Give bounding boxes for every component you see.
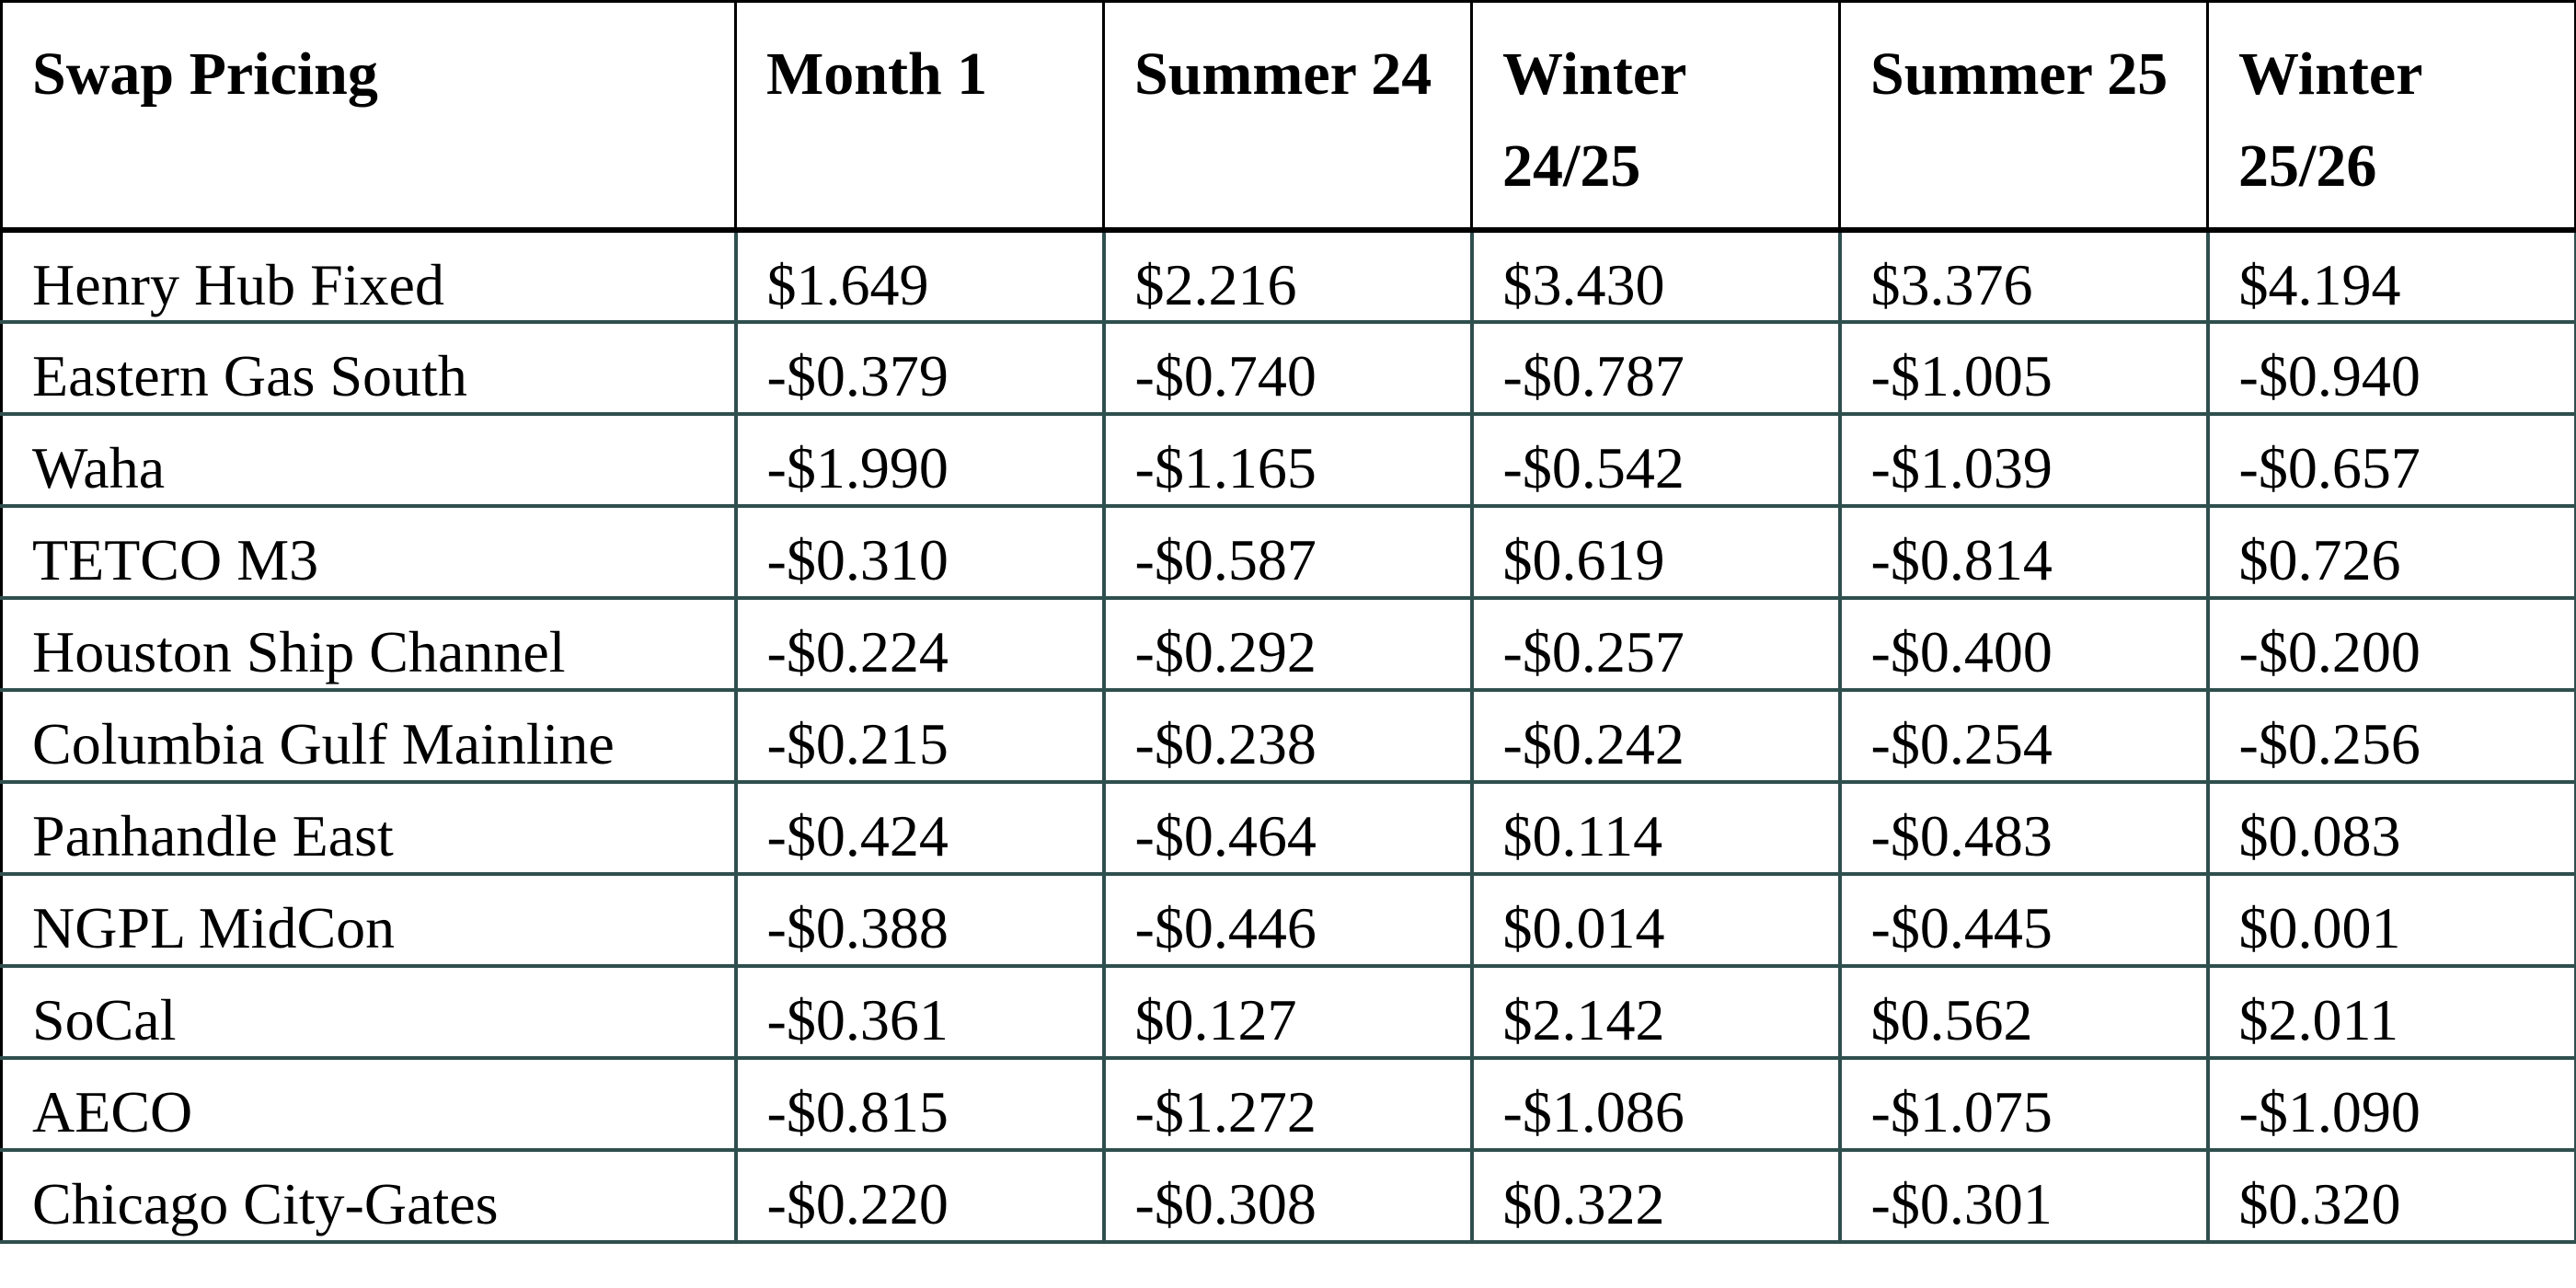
price-cell: $2.142	[1469, 963, 1842, 1060]
price-cell: -$0.446	[1101, 871, 1474, 968]
price-cell: -$0.238	[1101, 687, 1474, 784]
hub-name-cell: AECO	[0, 1055, 738, 1152]
price-cell: -$0.787	[1469, 319, 1842, 416]
column-header: Swap Pricing	[0, 0, 737, 233]
price-cell: -$0.940	[2205, 319, 2576, 416]
price-cell: $3.430	[1469, 227, 1842, 324]
price-cell: $0.127	[1101, 963, 1474, 1060]
price-cell: -$0.200	[2205, 595, 2576, 692]
column-header: Winter 24/25	[1470, 0, 1841, 233]
price-cell: $0.322	[1469, 1147, 1842, 1244]
column-header: Summer 25	[1838, 0, 2209, 233]
table-row: Columbia Gulf Mainline -$0.215 -$0.238 -$0.…	[0, 687, 2576, 784]
price-cell: $0.014	[1469, 871, 1842, 968]
price-cell: $0.114	[1469, 779, 1842, 876]
table-row: Chicago City-Gates -$0.220 -$0.308 $0.322 -$…	[0, 1147, 2576, 1244]
price-cell: -$0.361	[733, 963, 1106, 1060]
hub-name-cell: SoCal	[0, 963, 738, 1060]
table-row: SoCal -$0.361 $0.127 $2.142 $0.562 $2.011	[0, 963, 2576, 1060]
price-cell: $0.001	[2205, 871, 2576, 968]
hub-name-cell: Columbia Gulf Mainline	[0, 687, 738, 784]
price-cell: -$0.424	[733, 779, 1106, 876]
price-cell: -$0.301	[1837, 1147, 2210, 1244]
price-cell: -$1.272	[1101, 1055, 1474, 1152]
price-cell: -$1.990	[733, 411, 1106, 508]
price-cell: -$0.400	[1837, 595, 2210, 692]
price-cell: -$0.464	[1101, 779, 1474, 876]
price-cell: -$0.814	[1837, 503, 2210, 600]
hub-name-cell: TETCO M3	[0, 503, 738, 600]
swap-pricing-table: Swap Pricing Month 1 Summer 24 Winter 24/25…	[0, 0, 2576, 1244]
price-cell: $1.649	[733, 227, 1106, 324]
hub-name-cell: Panhandle East	[0, 779, 738, 876]
price-cell: -$0.256	[2205, 687, 2576, 784]
header-row: Swap Pricing Month 1 Summer 24 Winter 24/25…	[0, 0, 2576, 233]
price-cell: -$0.224	[733, 595, 1106, 692]
price-cell: -$0.220	[733, 1147, 1106, 1244]
hub-name-cell: Henry Hub Fixed	[0, 227, 738, 324]
column-header: Winter 25/26	[2206, 0, 2576, 233]
table-row: Eastern Gas South -$0.379 -$0.740 -$0.787 -$…	[0, 319, 2576, 416]
price-cell: -$0.308	[1101, 1147, 1474, 1244]
price-cell: -$0.215	[733, 687, 1106, 784]
price-cell: -$1.165	[1101, 411, 1474, 508]
price-cell: -$0.657	[2205, 411, 2576, 508]
price-cell: -$0.310	[733, 503, 1106, 600]
price-cell: -$0.242	[1469, 687, 1842, 784]
price-cell: -$1.039	[1837, 411, 2210, 508]
column-header: Month 1	[734, 0, 1105, 233]
price-cell: $0.619	[1469, 503, 1842, 600]
table-row: Henry Hub Fixed $1.649 $2.216 $3.430 $3.376 $…	[0, 227, 2576, 324]
price-cell: $2.216	[1101, 227, 1474, 324]
price-cell: $0.726	[2205, 503, 2576, 600]
price-cell: -$0.257	[1469, 595, 1842, 692]
price-cell: -$0.379	[733, 319, 1106, 416]
price-cell: -$0.483	[1837, 779, 2210, 876]
table-row: TETCO M3 -$0.310 -$0.587 $0.619 -$0.814 $0.72…	[0, 503, 2576, 600]
price-cell: -$0.388	[733, 871, 1106, 968]
table-row: AECO -$0.815 -$1.272 -$1.086 -$1.075 -$1.090	[0, 1055, 2576, 1152]
price-cell: $0.320	[2205, 1147, 2576, 1244]
price-cell: $3.376	[1837, 227, 2210, 324]
hub-name-cell: Eastern Gas South	[0, 319, 738, 416]
price-cell: -$0.445	[1837, 871, 2210, 968]
price-cell: -$1.090	[2205, 1055, 2576, 1152]
hub-name-cell: Houston Ship Channel	[0, 595, 738, 692]
table-row: Waha -$1.990 -$1.165 -$0.542 -$1.039 -$0.657	[0, 411, 2576, 508]
price-cell: $0.083	[2205, 779, 2576, 876]
table-row: NGPL MidCon -$0.388 -$0.446 $0.014 -$0.445 $0…	[0, 871, 2576, 968]
column-header: Summer 24	[1102, 0, 1473, 233]
price-cell: $4.194	[2205, 227, 2576, 324]
price-cell: -$1.086	[1469, 1055, 1842, 1152]
hub-name-cell: Chicago City-Gates	[0, 1147, 738, 1244]
table-row: Houston Ship Channel -$0.224 -$0.292 -$0.25…	[0, 595, 2576, 692]
price-cell: -$0.740	[1101, 319, 1474, 416]
price-cell: $2.011	[2205, 963, 2576, 1060]
price-cell: -$0.542	[1469, 411, 1842, 508]
price-cell: -$1.005	[1837, 319, 2210, 416]
price-cell: -$0.815	[733, 1055, 1106, 1152]
hub-name-cell: NGPL MidCon	[0, 871, 738, 968]
price-cell: -$0.292	[1101, 595, 1474, 692]
price-cell: -$0.587	[1101, 503, 1474, 600]
hub-name-cell: Waha	[0, 411, 738, 508]
price-cell: -$1.075	[1837, 1055, 2210, 1152]
table-row: Panhandle East -$0.424 -$0.464 $0.114 -$0.48…	[0, 779, 2576, 876]
price-cell: $0.562	[1837, 963, 2210, 1060]
price-cell: -$0.254	[1837, 687, 2210, 784]
